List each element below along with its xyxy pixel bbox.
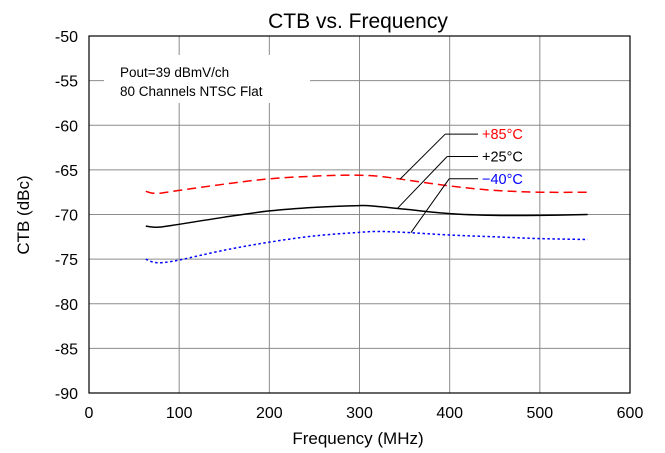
legend-label-25C: +25°C: [482, 149, 523, 165]
series-line-40C: [145, 230, 588, 264]
y-tick-label--90: -90: [55, 386, 78, 403]
x-tick-label-600: 600: [617, 405, 644, 422]
y-tick-label--50: -50: [55, 29, 78, 46]
x-tick-label-0: 0: [85, 405, 94, 422]
annotation-line-channels: 80 Channels NTSC Flat: [120, 84, 263, 99]
annotation-line-power: Pout=39 dBmV/ch: [120, 65, 229, 80]
x-axis-label: Frequency (MHz): [292, 429, 423, 448]
chart-title: CTB vs. Frequency: [268, 10, 448, 33]
legend-label-40C: −40°C: [482, 172, 523, 188]
series-line-85C: [145, 174, 588, 195]
y-axis-label: CTB (dBc): [14, 175, 33, 254]
x-tick-label-300: 300: [346, 405, 373, 422]
y-tick-label--80: -80: [55, 297, 78, 314]
legend-layer: +85°C +25°C −40°C: [397, 127, 523, 234]
x-tick-label-200: 200: [256, 405, 283, 422]
legend-leader-d-25C: [397, 156, 448, 209]
x-tick-label-500: 500: [526, 405, 553, 422]
y-tick-label--60: -60: [55, 118, 78, 135]
tick-labels: 0 100 200 300 400 500 600 -50 -55 -60 -65 -70 -75 -80…: [55, 29, 644, 422]
legend-label-85C: +85°C: [482, 127, 523, 143]
annotation-box: Pout=39 dBmV/ch 80 Channels NTSC Flat: [104, 55, 310, 103]
series-line-25C: [145, 204, 588, 228]
y-tick-label--70: -70: [55, 208, 78, 225]
y-tick-label--85: -85: [55, 341, 78, 358]
plot-border: [88, 35, 631, 394]
series-layer: [145, 174, 588, 264]
y-tick-label--65: -65: [55, 163, 78, 180]
annotation-box-frame: [104, 55, 310, 103]
y-tick-label--55: -55: [55, 74, 78, 91]
x-tick-label-400: 400: [436, 405, 463, 422]
y-tick-label--75: -75: [55, 252, 78, 269]
plot-frame: [88, 35, 631, 394]
legend-leader-d-85C: [399, 133, 446, 180]
x-tick-label-100: 100: [166, 405, 193, 422]
legend-leader-d-40C: [410, 178, 450, 234]
